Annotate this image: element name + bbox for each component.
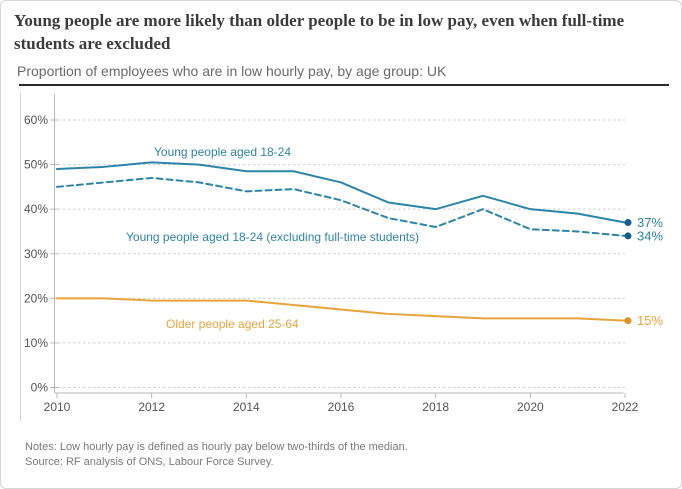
y-tick-label-50: 50% bbox=[24, 158, 48, 172]
x-tick-label-2014: 2014 bbox=[233, 400, 260, 414]
x-tick-label-2018: 2018 bbox=[422, 400, 449, 414]
end-value-label-young-18-24-excl-students: 34% bbox=[637, 228, 663, 243]
x-tick-label-2012: 2012 bbox=[138, 400, 165, 414]
header-divider bbox=[19, 84, 669, 86]
end-value-label-young-18-24: 37% bbox=[637, 215, 663, 230]
x-tick-label-2022: 2022 bbox=[612, 400, 639, 414]
x-tick-label-2020: 2020 bbox=[517, 400, 544, 414]
series-label-young-18-24-excl-students: Young people aged 18-24 (excluding full-… bbox=[126, 230, 419, 244]
line-older-25-64 bbox=[56, 297, 626, 322]
chart-subtitle: Proportion of employees who are in low h… bbox=[17, 63, 447, 79]
y-tick-label-40: 40% bbox=[24, 202, 48, 216]
line-young-18-24-excl-students bbox=[56, 176, 626, 237]
series-label-older-25-64: Older people aged 25-64 bbox=[166, 317, 299, 331]
end-dot-young-18-24 bbox=[624, 219, 632, 227]
source-line: Source: RF analysis of ONS, Labour Force… bbox=[25, 456, 274, 468]
end-dot-young-18-24-excl-students bbox=[624, 232, 632, 240]
end-dot-older-25-64 bbox=[624, 317, 632, 325]
y-tick-label-10: 10% bbox=[24, 336, 48, 350]
x-tick-label-2010: 2010 bbox=[44, 400, 71, 414]
notes-line: Notes: Low hourly pay is defined as hour… bbox=[25, 441, 408, 453]
chart-title: Young people are more likely than older … bbox=[14, 11, 625, 53]
chart-footnotes: Notes: Low hourly pay is defined as hour… bbox=[25, 440, 408, 470]
end-value-label-older-25-64: 15% bbox=[637, 313, 663, 328]
y-tick-label-30: 30% bbox=[24, 247, 48, 261]
series-label-young-18-24: Young people aged 18-24 bbox=[154, 145, 291, 159]
y-tick-label-0: 0% bbox=[31, 381, 49, 395]
line-young-18-24 bbox=[56, 161, 626, 224]
y-tick-label-20: 20% bbox=[24, 291, 48, 305]
y-tick-label-60: 60% bbox=[24, 113, 48, 127]
x-tick-label-2016: 2016 bbox=[328, 400, 355, 414]
